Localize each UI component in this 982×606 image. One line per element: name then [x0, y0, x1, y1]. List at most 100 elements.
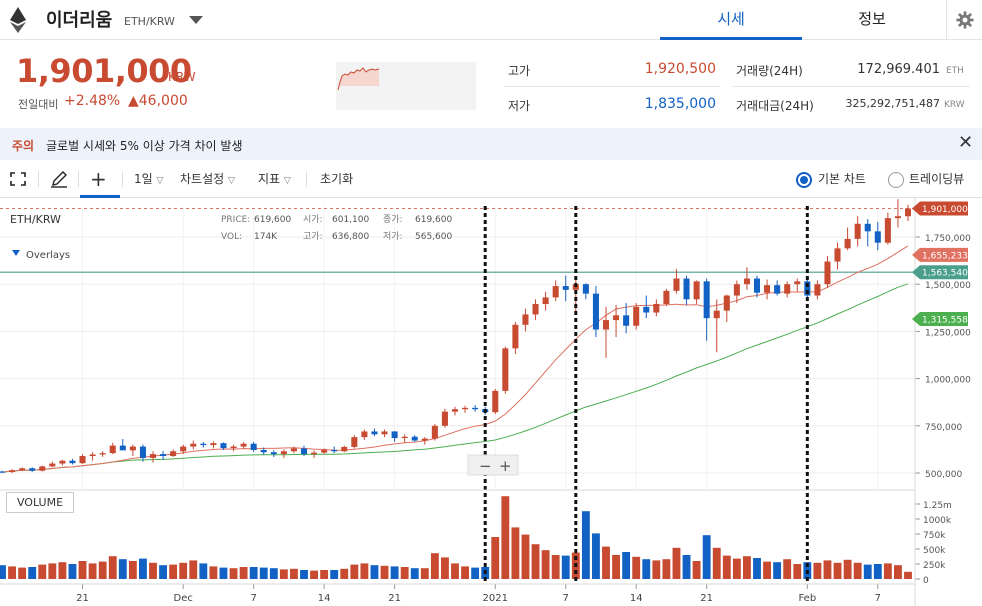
- basic-chart-label[interactable]: 기본 차트: [818, 172, 866, 186]
- amount-24h-value: 325,292,751,487: [845, 97, 940, 110]
- interval-label: 1일: [134, 172, 153, 186]
- volume-bar: [551, 555, 560, 579]
- chart-grid: [0, 206, 915, 490]
- vertical-markers: [483, 206, 809, 584]
- indicators-menu[interactable]: 지표 ▽: [258, 160, 291, 198]
- candle-body: [874, 231, 881, 243]
- volume-bar: [632, 556, 641, 579]
- fullscreen-icon[interactable]: [10, 160, 26, 198]
- candle-body: [693, 281, 700, 300]
- price-chart[interactable]: 1,750,000 1,500,000 1,250,000 1,000,000 750,…: [0, 198, 982, 606]
- candle-body: [884, 218, 891, 243]
- high-value-info: 636,800: [332, 232, 369, 242]
- close-icon[interactable]: ✕: [958, 132, 974, 153]
- candle-body: [462, 407, 469, 410]
- coin-pair: ETH/KRW: [124, 15, 175, 28]
- volume-bar: [732, 558, 741, 579]
- candle-body: [864, 223, 871, 232]
- indicators-label: 지표: [258, 172, 281, 186]
- volume-24h-value: 172,969.401: [857, 62, 940, 77]
- candle-body: [441, 411, 448, 426]
- chart-settings-menu[interactable]: 차트설정 ▽: [180, 160, 235, 198]
- volume-bar: [8, 566, 16, 579]
- candle-body: [220, 443, 227, 449]
- low-value: 1,835,000: [644, 96, 716, 112]
- x-tick-label: 21: [76, 593, 89, 604]
- change-percent: +2.48%: [64, 93, 121, 109]
- volume-bar: [501, 496, 510, 579]
- candle-body: [9, 470, 16, 473]
- tab-price[interactable]: 시세: [660, 0, 802, 40]
- volume-bar: [894, 565, 902, 579]
- reset-button[interactable]: 초기화: [320, 172, 354, 186]
- price-tag: [912, 265, 968, 280]
- volume-bar: [279, 569, 288, 579]
- candle-body: [794, 281, 801, 285]
- basic-chart-radio[interactable]: [796, 172, 812, 188]
- volume-tick-label: 750k: [923, 531, 946, 541]
- chart-settings-label: 차트설정: [180, 172, 225, 186]
- settings-gear-icon[interactable]: [946, 0, 982, 40]
- amount-24h-unit: KRW: [944, 100, 965, 110]
- interval-select[interactable]: 1일 ▽: [134, 160, 163, 198]
- volume-bar: [592, 533, 600, 579]
- volume-bar: [561, 555, 570, 579]
- ma-long-line: [1, 283, 909, 473]
- volume-bar: [491, 537, 500, 579]
- volume-bar: [179, 562, 188, 579]
- volume-bar: [602, 546, 610, 579]
- volume-tick-label: 1.25m: [923, 501, 952, 511]
- y-tick-label: 1,000,000: [925, 376, 971, 386]
- price-tag: [912, 201, 968, 216]
- candle-body: [502, 348, 509, 391]
- tradingview-label[interactable]: 트레이딩뷰: [909, 172, 965, 186]
- x-tick-label: 7: [250, 593, 256, 604]
- volume-bar: [672, 547, 681, 579]
- candle-body: [190, 443, 197, 447]
- moving-average-lines: [1, 245, 909, 473]
- candle-body: [774, 285, 781, 294]
- price-tags: 1,901,000 1,655,233 1,563,540 1,315,558: [912, 201, 968, 327]
- chevron-down-icon: ▽: [283, 176, 291, 186]
- volume-bar: [169, 564, 178, 579]
- open-label: 시가:: [303, 214, 323, 225]
- ma-short-line: [1, 245, 909, 473]
- x-tick-label: 21: [388, 593, 401, 604]
- x-tick-label: Dec: [174, 593, 193, 604]
- volume-bar: [340, 568, 349, 579]
- volume-bar: [229, 568, 238, 579]
- candle-body: [250, 443, 257, 450]
- price-value: 619,600: [254, 215, 291, 225]
- zoom-in-button[interactable]: +: [499, 457, 512, 475]
- crosshair-icon[interactable]: +: [90, 167, 107, 191]
- coin-dropdown-icon[interactable]: [189, 16, 203, 24]
- candle-body: [99, 453, 106, 455]
- candle-body: [572, 284, 579, 290]
- zoom-out-button[interactable]: −: [479, 457, 492, 475]
- volume-bar: [622, 552, 631, 579]
- candle-body: [582, 284, 589, 294]
- y-tick-label: 1,250,000: [925, 328, 971, 338]
- volume-bar: [883, 563, 892, 579]
- draw-pencil-icon[interactable]: [50, 160, 68, 198]
- tab-info[interactable]: 정보: [858, 10, 886, 28]
- volume-bar: [48, 563, 57, 579]
- price-tag-label: 1,901,000: [922, 205, 968, 215]
- volume-bar: [159, 565, 167, 579]
- candle-body: [592, 293, 599, 330]
- volume-bar: [290, 568, 298, 579]
- volume-bar: [249, 567, 258, 579]
- candle-body: [210, 443, 217, 446]
- overlays-flag-icon: [12, 250, 20, 256]
- volume-bar: [269, 568, 278, 579]
- candle-body: [522, 314, 529, 325]
- volume-bar: [108, 556, 117, 579]
- volume-tick-label: 1000k: [923, 516, 952, 526]
- candle-body: [854, 223, 861, 239]
- candle-body: [542, 297, 549, 305]
- candle-body: [230, 446, 237, 449]
- tradingview-radio[interactable]: [888, 172, 904, 188]
- current-price: 1,901,000: [16, 52, 192, 90]
- coin-name: 이더리움: [46, 10, 113, 31]
- overlays-label[interactable]: Overlays: [26, 250, 70, 261]
